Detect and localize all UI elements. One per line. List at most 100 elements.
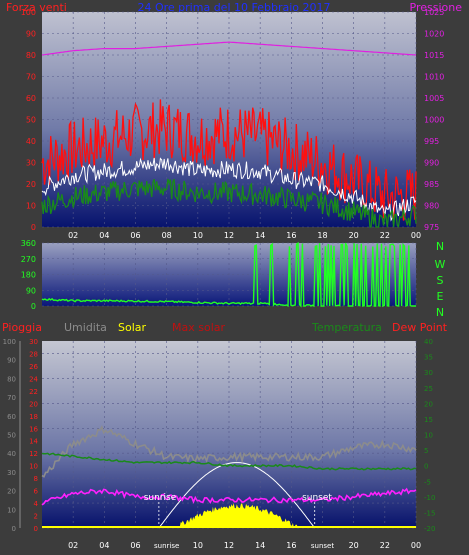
series-dew_point-line (41, 487, 417, 506)
compass-letters: N W S E N (435, 240, 446, 319)
temp-y-tick-10: 10 (424, 432, 433, 440)
outer-y-tick-90: 90 (7, 357, 16, 365)
series-low-line (41, 178, 417, 228)
pressure-y-tick-975: 975 (424, 223, 439, 232)
rain-x-tick-12: 12 (224, 541, 234, 550)
outer-y-tick-40: 40 (7, 450, 16, 458)
humidity-label: Umidita (64, 321, 107, 334)
wind-x-tick-22: 22 (380, 231, 390, 240)
wind-x-tick-14: 14 (255, 231, 265, 240)
wind-y-tick-20: 20 (26, 180, 36, 189)
compass-n-bottom: N (436, 306, 444, 319)
wind-y-tick-40: 40 (26, 137, 36, 146)
dir-y-tick-270: 270 (21, 255, 36, 264)
wind-y-tick-80: 80 (26, 51, 36, 60)
wind-x-tick-16: 16 (286, 231, 296, 240)
temp-y-tick--10: -10 (424, 494, 435, 502)
rain-x-tick-sunset: sunset (311, 542, 334, 550)
temp-y-tick-30: 30 (424, 369, 433, 377)
chart-title: 24 Ore prima del 10 Febbraio 2017 (137, 1, 330, 14)
temp-y-tick-0: 0 (424, 463, 428, 471)
solar-label: Solar (118, 321, 147, 334)
pressure-y-tick-995: 995 (424, 137, 439, 146)
rain-x-tick-00: 00 (411, 541, 421, 550)
rain-x-tick-sunrise: sunrise (154, 542, 179, 550)
pressure-y-tick-1010: 1010 (424, 73, 444, 82)
wind-y-tick-30: 30 (26, 159, 36, 168)
rain-x-tick-14: 14 (255, 541, 265, 550)
temp-y-tick-35: 35 (424, 354, 433, 362)
sunrise-annotation: sunrise (144, 493, 177, 503)
series-pressure-line (41, 41, 417, 56)
rain-x-tick-10: 10 (193, 541, 203, 550)
rain-y-tick-28: 28 (29, 350, 38, 358)
series-direction-line (41, 241, 416, 308)
temp-y-tick-15: 15 (424, 416, 433, 424)
outer-y-tick-50: 50 (7, 432, 16, 440)
rain-y-tick-14: 14 (29, 438, 38, 446)
wind-x-tick-20: 20 (349, 231, 359, 240)
wind-y-tick-90: 90 (26, 30, 36, 39)
dir-y-tick-180: 180 (21, 271, 36, 280)
outer-y-tick-0: 0 (12, 525, 16, 533)
wind-y-tick-70: 70 (26, 73, 36, 82)
dir-y-tick-90: 90 (26, 286, 36, 295)
pressure-y-tick-1015: 1015 (424, 51, 444, 60)
wind-x-tick-06: 06 (130, 231, 140, 240)
sunset-annotation: sunset (302, 493, 332, 503)
dir-y-tick-0: 0 (31, 302, 36, 311)
chart-marks (41, 41, 417, 529)
rain-y-tick-8: 8 (34, 475, 38, 483)
rain-y-tick-18: 18 (29, 413, 38, 421)
wind-x-tick-04: 04 (99, 231, 109, 240)
max-solar-label: Max solar (172, 321, 225, 334)
dir-y-tick-360: 360 (21, 239, 36, 248)
wind-x-tick-00: 00 (411, 231, 421, 240)
rain-y-tick-6: 6 (34, 488, 39, 496)
pressure-y-tick-1020: 1020 (424, 30, 444, 39)
temp-y-tick--5: -5 (424, 478, 431, 486)
rain-x-tick-22: 22 (380, 541, 390, 550)
series-avg-line (41, 157, 417, 222)
wind-x-tick-12: 12 (224, 231, 234, 240)
temp-y-tick--15: -15 (424, 509, 435, 517)
temp-y-tick-40: 40 (424, 338, 433, 346)
pressure-axis-label: Pressione (410, 1, 463, 14)
rain-y-tick-26: 26 (29, 363, 38, 371)
wind-y-tick-50: 50 (26, 116, 36, 125)
rain-plot-area (42, 341, 416, 528)
wind-x-tick-08: 08 (162, 231, 172, 240)
rain-x-tick-04: 04 (99, 541, 109, 550)
wind-y-tick-60: 60 (26, 94, 36, 103)
wind-x-tick-10: 10 (193, 231, 203, 240)
wind-x-tick-02: 02 (68, 231, 78, 240)
outer-y-tick-100: 100 (3, 338, 16, 346)
rain-x-tick-06: 06 (130, 541, 140, 550)
compass-n-top: N (436, 240, 444, 253)
pressure-y-tick-1025: 1025 (424, 8, 444, 17)
outer-y-tick-80: 80 (7, 375, 16, 383)
dew-point-label: Dew Point (392, 321, 448, 334)
temperature-label: Temperatura (311, 321, 382, 334)
outer-y-tick-70: 70 (7, 394, 16, 402)
outer-y-tick-10: 10 (7, 506, 16, 514)
temp-y-tick--20: -20 (424, 525, 435, 533)
wind-y-tick-0: 0 (31, 223, 36, 232)
compass-e: E (437, 290, 444, 303)
pressure-y-tick-1000: 1000 (424, 116, 444, 125)
rain-y-tick-24: 24 (29, 375, 38, 383)
rain-label: Pioggia (2, 321, 42, 334)
rain-y-tick-0: 0 (34, 525, 38, 533)
rain-y-tick-20: 20 (29, 400, 38, 408)
solar-baseline (42, 526, 416, 528)
wind-y-tick-100: 100 (21, 8, 36, 17)
rain-y-tick-4: 4 (34, 500, 39, 508)
rain-y-tick-2: 2 (34, 513, 38, 521)
rain-x-tick-16: 16 (286, 541, 296, 550)
rain-x-tick-02: 02 (68, 541, 78, 550)
temp-y-tick-20: 20 (424, 400, 433, 408)
pressure-y-tick-1005: 1005 (424, 94, 444, 103)
outer-y-tick-20: 20 (7, 488, 16, 496)
